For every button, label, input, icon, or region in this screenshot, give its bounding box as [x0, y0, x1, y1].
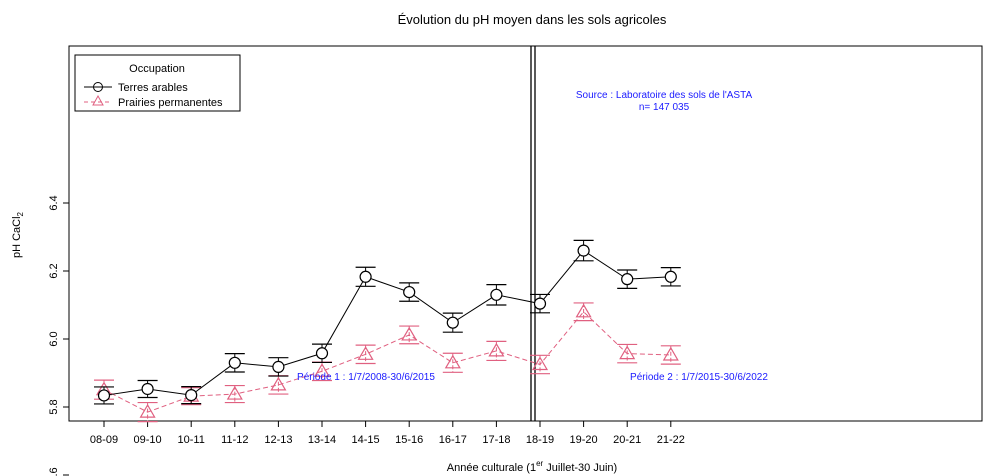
x-tick-label: 21-22: [657, 434, 685, 446]
data-point-circle: [446, 316, 459, 329]
legend-marker-circle: [93, 82, 103, 92]
y-tick-label: 6.4: [48, 195, 60, 210]
x-tick-label: 20-21: [613, 434, 641, 446]
data-point-triangle: [313, 363, 331, 377]
data-point-triangle: [270, 376, 287, 391]
legend-label-terres-arables: Terres arables: [118, 82, 188, 94]
data-point-circle: [533, 297, 547, 310]
chart-title: Évolution du pH moyen dans les sols agri…: [398, 12, 667, 27]
x-tick-label: 15-16: [395, 434, 423, 446]
legend-box: [74, 54, 241, 112]
legend-label-prairies-permanentes: Prairies permanentes: [118, 97, 223, 109]
y-tick-label: 5.6: [48, 467, 60, 476]
data-point-triangle: [357, 346, 374, 360]
legend-marker-triangle: [92, 94, 104, 106]
y-tick-label: 6.0: [48, 331, 60, 346]
data-point-triangle: [226, 385, 243, 400]
data-point-circle: [577, 244, 590, 257]
data-point-circle: [359, 270, 372, 283]
data-point-circle: [403, 285, 416, 299]
legend-title: Occupation: [129, 63, 185, 75]
legend: Occupation Terres arables Prairies perma…: [74, 54, 241, 112]
x-tick-label: 19-20: [570, 434, 598, 446]
data-point-circle: [621, 273, 634, 286]
x-tick-label: 12-13: [264, 434, 292, 446]
annotation-periode-2: Période 2 : 1/7/2015-30/6/2022: [630, 372, 768, 383]
y-axis: 5.6 5.8 6.0 6.2 6.4: [48, 195, 69, 476]
series-layer: [94, 239, 681, 423]
data-point-circle: [97, 389, 111, 402]
data-point-triangle: [444, 354, 461, 369]
series-terres-arables: [94, 239, 681, 405]
data-point-circle: [272, 360, 285, 373]
x-tick-label: 10-11: [178, 434, 205, 446]
annotation-source-line-1: Source : Laboratoire des sols de l'ASTA: [576, 90, 753, 101]
x-tick-label: 11-12: [221, 434, 248, 446]
series-line: [103, 249, 671, 396]
y-tick-label: 5.8: [48, 399, 60, 414]
data-point-triangle: [531, 356, 549, 371]
data-point-circle: [315, 347, 329, 360]
x-tick-label: 13-14: [308, 434, 336, 446]
data-point-triangle: [139, 403, 156, 418]
x-tick-label: 18-19: [526, 434, 554, 446]
x-axis-label: Année culturale (1er Juillet-30 Juin): [447, 459, 617, 474]
data-point-triangle: [488, 342, 505, 357]
data-point-triangle: [575, 303, 592, 318]
annotation-periode-1: Période 1 : 1/7/2008-30/6/2015: [297, 372, 435, 383]
data-point-triangle: [401, 326, 418, 341]
period-divider: [530, 46, 536, 421]
data-point-circle: [228, 356, 241, 369]
series-prairies-permanentes: [94, 302, 681, 423]
data-point-circle: [185, 389, 198, 402]
plot-area-frame: [68, 45, 983, 422]
annotation-source-line-2: n= 147 035: [639, 102, 690, 113]
x-axis: 08-09 09-10 10-11 11-12 12-13 13-14 14-15 15-16…: [90, 421, 685, 446]
y-axis-label: pH CaCl2: [11, 211, 25, 258]
x-tick-label: 14-15: [352, 434, 380, 446]
data-point-triangle: [619, 345, 636, 360]
x-tick-label: 08-09: [90, 434, 118, 446]
y-tick-label: 6.2: [48, 263, 60, 278]
x-tick-label: 16-17: [439, 434, 467, 446]
data-point-circle: [664, 270, 677, 283]
data-point-circle: [141, 382, 154, 396]
x-tick-label: 09-10: [134, 434, 162, 446]
data-point-circle: [490, 288, 503, 301]
data-point-triangle: [662, 346, 679, 361]
x-tick-label: 17-18: [482, 434, 510, 446]
